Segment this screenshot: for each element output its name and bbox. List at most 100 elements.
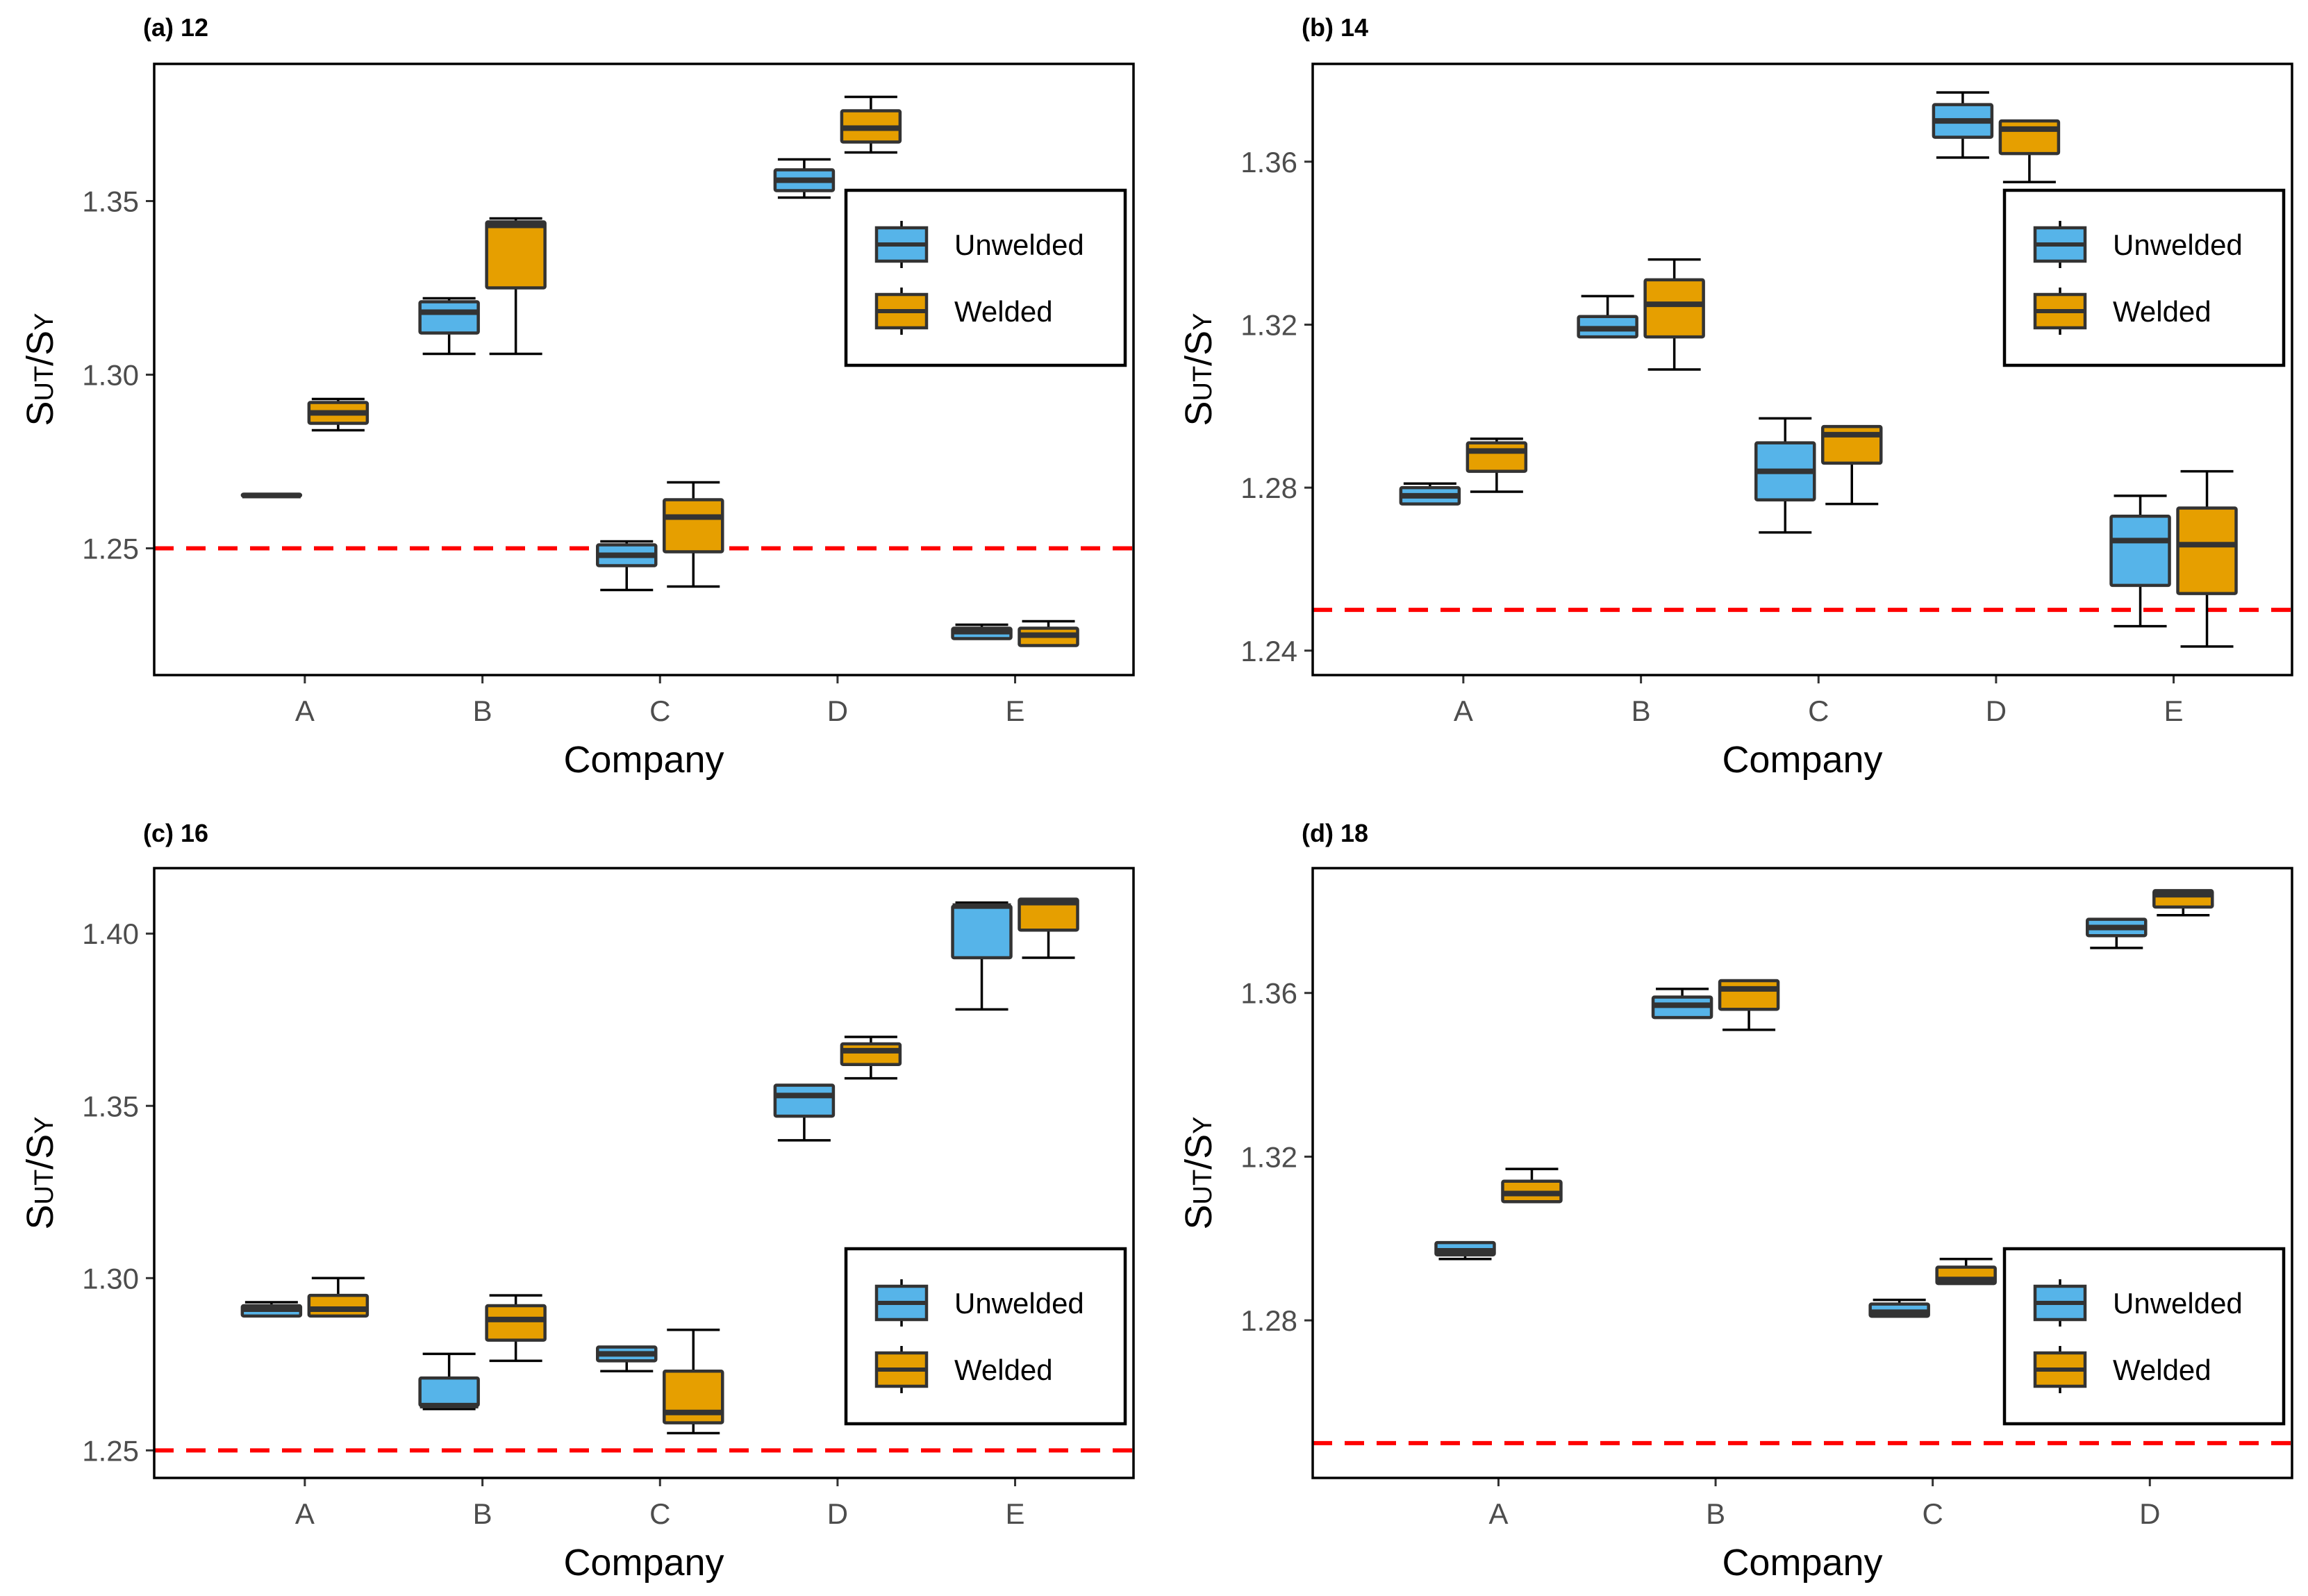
plot-frame [153, 867, 1135, 1479]
x-tick-label: D [827, 1497, 848, 1530]
box-body [1643, 278, 1705, 339]
box-body [485, 1304, 547, 1342]
welded-box-B [485, 217, 547, 356]
legend: Unwelded Welded [2002, 1247, 2286, 1426]
panel-title: (c) 16 [143, 819, 208, 847]
y-axis-title: SUT/SY [1178, 313, 1220, 426]
unwelded-box-A [1399, 482, 1461, 506]
welded-box-B [1643, 258, 1705, 371]
legend-label: Welded [2113, 295, 2211, 328]
unwelded-legend-key [874, 1279, 929, 1327]
box-body [840, 1042, 902, 1066]
x-axis-title: Company [1722, 1542, 1882, 1583]
y-axis-title: SUT/SY [19, 313, 61, 426]
unwelded-box-A [1434, 1240, 1496, 1261]
y-tick-label: 1.32 [1240, 1140, 1297, 1173]
unwelded-box-B [1651, 988, 1713, 1020]
welded-box-D [2152, 889, 2214, 917]
y-tick-label: 1.30 [82, 1262, 139, 1295]
plot-area [154, 897, 1134, 1453]
panel-title: (b) 14 [1302, 13, 1368, 42]
box-body [2109, 514, 2171, 588]
box-body [1018, 897, 1079, 932]
x-tick-label: C [649, 1497, 670, 1530]
x-tick-label: E [1006, 1497, 1025, 1530]
y-axis-title-sub: UT [1188, 1170, 1218, 1205]
welded-legend-key [874, 288, 929, 335]
welded-box-D [1998, 119, 2061, 183]
welded-legend-key [2033, 1346, 2087, 1393]
unwelded-box-D [1932, 91, 1994, 159]
y-axis-title-sep: /S [1178, 1134, 1220, 1170]
y-axis-title-s: S [1178, 401, 1220, 426]
y-tick-label: 1.28 [1240, 1304, 1297, 1337]
welded-box-E [2176, 469, 2238, 648]
unwelded-box-E [951, 901, 1013, 1011]
x-tick-label: B [473, 1497, 492, 1530]
y-axis-title-sep: /S [19, 331, 61, 366]
welded-box-A [1501, 1167, 1563, 1204]
legend-box [844, 1247, 1127, 1426]
unwelded-box-C [1868, 1298, 1930, 1318]
x-tick-label: A [1488, 1497, 1508, 1530]
unwelded-box-C [596, 1345, 658, 1372]
welded-box-E [1018, 897, 1079, 959]
y-axis-title-s: S [19, 1205, 61, 1230]
unwelded-box-E [2109, 494, 2171, 628]
box-body [951, 904, 1013, 960]
welded-box-E [1018, 620, 1079, 647]
unwelded-legend-key [874, 221, 929, 268]
legend-label: Unwelded [954, 228, 1084, 261]
plot-area [1313, 889, 2292, 1445]
x-tick-label: A [295, 1497, 315, 1530]
unwelded-box-C [596, 540, 658, 592]
y-axis-title-sub: UT [1188, 366, 1218, 401]
y-axis-title-s: S [1178, 1205, 1220, 1230]
welded-box-C [1935, 1257, 1997, 1286]
unwelded-box-B [418, 297, 480, 356]
legend: Unwelded Welded [2002, 188, 2286, 367]
legend-label: Unwelded [2113, 228, 2243, 261]
panel-2: (c) 16 1.25 1.30 1.35 1.40 A B C D E Company SUT/SY… [19, 819, 1135, 1583]
unwelded-box-D [773, 158, 836, 199]
unwelded-box-A [240, 1301, 303, 1318]
plot-frame [1311, 867, 2293, 1479]
y-tick-label: 1.24 [1240, 635, 1297, 667]
unwelded-box-E [951, 623, 1013, 640]
legend-label: Welded [954, 295, 1053, 328]
legend-label: Unwelded [2113, 1287, 2243, 1320]
unwelded-box-A [240, 492, 303, 499]
unwelded-box-C [1754, 417, 1816, 534]
y-tick-label: 1.25 [82, 533, 139, 565]
unwelded-box-D [773, 1083, 836, 1142]
x-tick-label: B [1706, 1497, 1725, 1530]
y-tick-label: 1.35 [82, 185, 139, 218]
box-body [418, 1376, 480, 1408]
x-tick-label: E [2164, 695, 2184, 727]
unwelded-legend-key [2033, 221, 2087, 268]
plot-area [1313, 91, 2292, 648]
x-tick-label: B [473, 695, 492, 727]
plot-area [154, 95, 1134, 647]
x-tick-label: D [1986, 695, 2007, 727]
y-tick-label: 1.36 [1240, 977, 1297, 1010]
welded-box-C [663, 481, 724, 588]
y-axis-title-sep: /S [19, 1134, 61, 1170]
y-tick-label: 1.35 [82, 1090, 139, 1122]
panel-1: (b) 14 1.24 1.28 1.32 1.36 A B C D E Company SUT/SY… [1178, 13, 2293, 781]
x-tick-label: A [295, 695, 315, 727]
legend-label: Welded [954, 1354, 1053, 1386]
y-axis-title-sub: Y [1188, 313, 1218, 330]
x-tick-label: C [649, 695, 670, 727]
box-body [307, 1293, 370, 1318]
y-axis-title-sub: UT [30, 1170, 59, 1205]
y-tick-label: 1.32 [1240, 308, 1297, 341]
legend-label: Welded [2113, 1354, 2211, 1386]
panel-title: (a) 12 [143, 13, 208, 42]
x-tick-label: C [1922, 1497, 1943, 1530]
x-axis-title: Company [563, 739, 724, 781]
y-tick-label: 1.25 [82, 1434, 139, 1467]
box-body [485, 220, 547, 290]
x-tick-label: E [1006, 695, 1025, 727]
